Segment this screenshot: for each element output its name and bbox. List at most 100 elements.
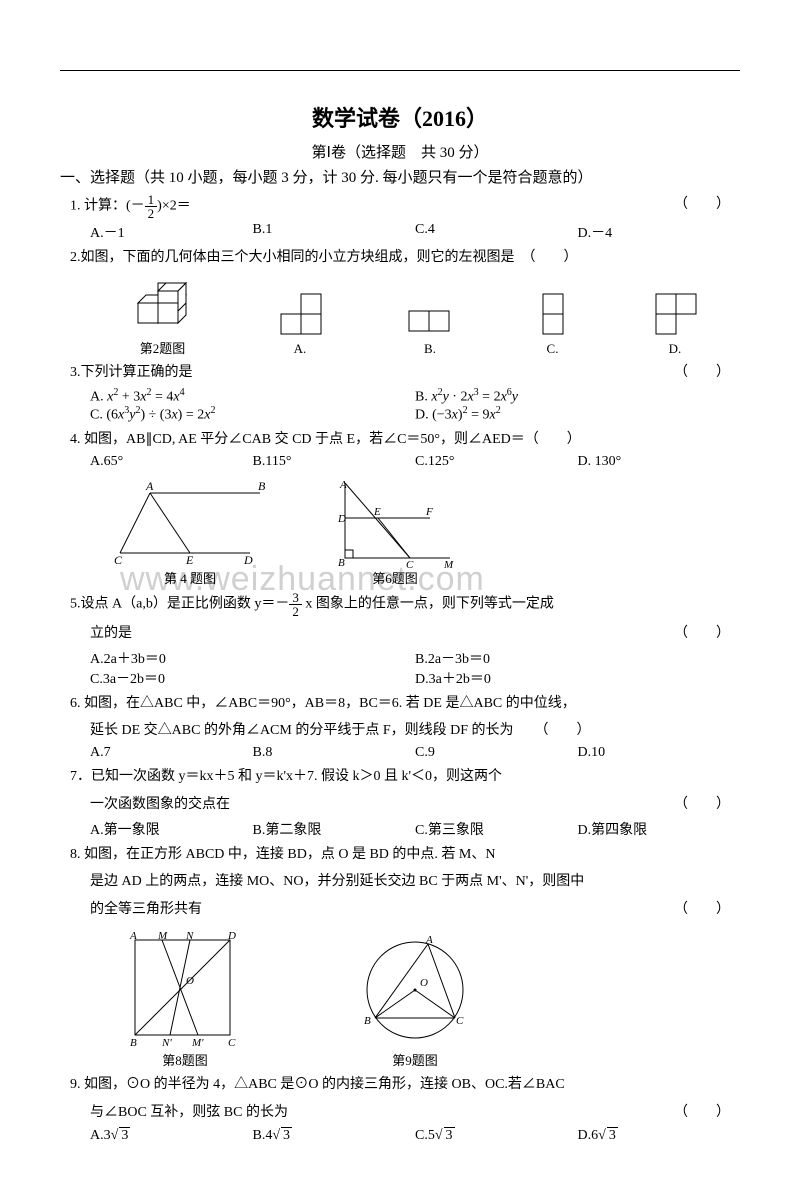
- q4-opt-b: B.115°: [253, 454, 416, 470]
- q7-opt-a: A.第一象限: [90, 819, 253, 839]
- svg-text:B: B: [364, 1015, 371, 1027]
- q9-caption: 第9题图: [350, 1050, 480, 1069]
- q3-paren: （ ）: [674, 361, 730, 385]
- q2-opt-a-label: A.: [273, 341, 328, 357]
- question-4: 4. 如图，AB∥CD, AE 平分∠CAB 交 CD 于点 E，若∠C＝50°…: [70, 428, 740, 452]
- svg-text:C: C: [228, 1037, 236, 1049]
- svg-text:O: O: [420, 977, 428, 989]
- section-heading: 一、选择题（共 10 小题，每小题 3 分，计 30 分. 每小题只有一个是符合…: [60, 166, 740, 187]
- svg-text:A: A: [129, 930, 137, 942]
- q1-opt-c: C.4: [415, 222, 578, 242]
- question-1: 1. 计算：(－12)×2＝ （ ）: [70, 193, 740, 220]
- svg-text:O: O: [186, 975, 194, 987]
- q5-opt-d: D.3a＋2b＝0: [415, 668, 740, 688]
- q3-stem: 3.下列计算正确的是: [70, 365, 193, 380]
- q2-opt-c-label: C.: [533, 341, 573, 357]
- svg-text:D: D: [337, 513, 346, 525]
- q1-stem: 1. 计算：: [70, 199, 126, 214]
- question-8-line2: 是边 AD 上的两点，连接 MO、NO，并分别延长交边 BC 于两点 M'、N'…: [90, 870, 740, 894]
- svg-text:B: B: [258, 479, 266, 493]
- q4-opt-a: A.65°: [90, 454, 253, 470]
- q1-options: A.－1 B.1 C.4 D.－4: [90, 222, 740, 242]
- q9-line2-text: 与∠BOC 互补，则弦 BC 的长为: [90, 1105, 288, 1120]
- q3-opt-b: B. x2y · 2x3 = 2x6y: [415, 387, 740, 406]
- svg-text:M: M: [443, 559, 454, 568]
- q7-paren: （ ）: [674, 793, 730, 817]
- q9-opt-d: D.6√3: [578, 1127, 741, 1144]
- question-9-line1: 9. 如图，⊙O 的半径为 4，△ABC 是⊙O 的内接三角形，连接 OB、OC…: [70, 1073, 740, 1097]
- q2-opt-c-icon: [533, 286, 573, 341]
- q4-opt-c: C.125°: [415, 454, 578, 470]
- q3-opt-c: C. (6x3y2) ÷ (3x) = 2x2: [90, 405, 415, 424]
- question-3: 3.下列计算正确的是 （ ）: [70, 361, 740, 385]
- question-8-line1: 8. 如图，在正方形 ABCD 中，连接 BD，点 O 是 BD 的中点. 若 …: [70, 843, 740, 867]
- q3-opt-d: D. (−3x)2 = 9x2: [415, 405, 740, 424]
- q4-caption-right: 第6题图: [330, 568, 460, 587]
- q7-line2-text: 一次函数图象的交点在: [90, 797, 230, 812]
- svg-text:M': M': [191, 1037, 204, 1049]
- svg-text:D: D: [243, 553, 253, 567]
- svg-text:E: E: [373, 506, 381, 518]
- svg-text:B: B: [130, 1037, 137, 1049]
- q8-paren: （ ）: [674, 898, 730, 922]
- q5-stem-prefix: 5.设点 A（a,b）是正比例函数 y＝－: [70, 596, 289, 611]
- svg-text:E: E: [185, 553, 194, 567]
- q9-paren: （ ）: [674, 1101, 730, 1125]
- q4-caption-left: 第 4 题图: [110, 568, 270, 587]
- q8-line3-text: 的全等三角形共有: [90, 902, 202, 917]
- q1-paren: （ ）: [674, 193, 730, 217]
- question-2: 2.如图，下面的几何体由三个大小相同的小立方块组成，则它的左视图是 （ ）: [70, 246, 740, 270]
- q2-opt-b-label: B.: [403, 341, 458, 357]
- svg-text:F: F: [425, 506, 433, 518]
- q5-opt-a: A.2a＋3b＝0: [90, 648, 415, 668]
- q5-stem-suffix: 立的是: [90, 626, 132, 641]
- q6-opt-a: A.7: [90, 745, 253, 761]
- q8-figure: A M N D O B N' M' C: [120, 930, 250, 1050]
- q2-solid-icon: [128, 278, 198, 338]
- q2-figures: 第2题图 A. B. C. D.: [90, 278, 740, 357]
- q6-opt-d: D.10: [578, 745, 741, 761]
- question-7-line1: 7．已知一次函数 y＝kx＋5 和 y＝k'x＋7. 假设 k＞0 且 k'＜0…: [70, 765, 740, 789]
- q9-options: A.3√3 B.4√3 C.5√3 D.6√3: [90, 1127, 740, 1144]
- q2-opt-b-icon: [403, 301, 458, 341]
- question-7-line2: 一次函数图象的交点在 （ ）: [90, 793, 740, 817]
- q5-paren: （ ）: [674, 622, 730, 646]
- q9-opt-a: A.3√3: [90, 1127, 253, 1144]
- q4-figure-left: A B C E D: [110, 478, 270, 568]
- question-9-line2: 与∠BOC 互补，则弦 BC 的长为 （ ）: [90, 1101, 740, 1125]
- svg-text:C: C: [456, 1015, 464, 1027]
- q8-caption: 第8题图: [120, 1050, 250, 1069]
- q5-opt-b: B.2a－3b＝0: [415, 648, 740, 668]
- svg-text:B: B: [338, 557, 345, 568]
- svg-text:M: M: [157, 930, 168, 942]
- paper-title: 数学试卷（2016）: [60, 101, 740, 133]
- q5-opt-c: C.3a－2b＝0: [90, 668, 415, 688]
- q1-opt-d: D.－4: [578, 222, 741, 242]
- q7-opt-d: D.第四象限: [578, 819, 741, 839]
- q1-opt-a: A.－1: [90, 222, 253, 242]
- q7-opt-c: C.第三象限: [415, 819, 578, 839]
- question-6-line2: 延长 DE 交△ABC 的外角∠ACM 的分平线于点 F，则线段 DF 的长为 …: [90, 719, 740, 743]
- q9-opt-b: B.4√3: [253, 1127, 416, 1144]
- question-8-line3: 的全等三角形共有 （ ）: [90, 898, 740, 922]
- q7-opt-b: B.第二象限: [253, 819, 416, 839]
- q1-opt-b: B.1: [253, 222, 416, 242]
- q3-options: A. x2 + 3x2 = 4x4 B. x2y · 2x3 = 2x6y C.…: [90, 387, 740, 424]
- q3-opt-a: A. x2 + 3x2 = 4x4: [90, 387, 415, 406]
- q6-options: A.7 B.8 C.9 D.10: [90, 745, 740, 761]
- q6-opt-c: C.9: [415, 745, 578, 761]
- svg-text:A: A: [425, 934, 433, 946]
- svg-text:C: C: [406, 559, 414, 568]
- svg-text:N': N': [161, 1037, 172, 1049]
- q9-opt-c: C.5√3: [415, 1127, 578, 1144]
- q4-opt-d: D. 130°: [578, 454, 741, 470]
- q5-options: A.2a＋3b＝0 B.2a－3b＝0 C.3a－2b＝0 D.3a＋2b＝0: [90, 648, 740, 688]
- q2-opt-a-icon: [273, 286, 328, 341]
- q2-opt-d-icon: [648, 286, 703, 341]
- svg-text:N: N: [185, 930, 194, 942]
- question-5: 5.设点 A（a,b）是正比例函数 y＝－32 x 图象上的任意一点，则下列等式…: [70, 591, 740, 618]
- paper-subtitle: 第Ⅰ卷（选择题 共 30 分）: [60, 141, 740, 162]
- question-6-line1: 6. 如图，在△ABC 中，∠ABC＝90°，AB＝8，BC＝6. 若 DE 是…: [70, 692, 740, 716]
- q9-figure: A O B C: [350, 930, 480, 1050]
- q5-stem-line2: 立的是 （ ）: [90, 622, 740, 646]
